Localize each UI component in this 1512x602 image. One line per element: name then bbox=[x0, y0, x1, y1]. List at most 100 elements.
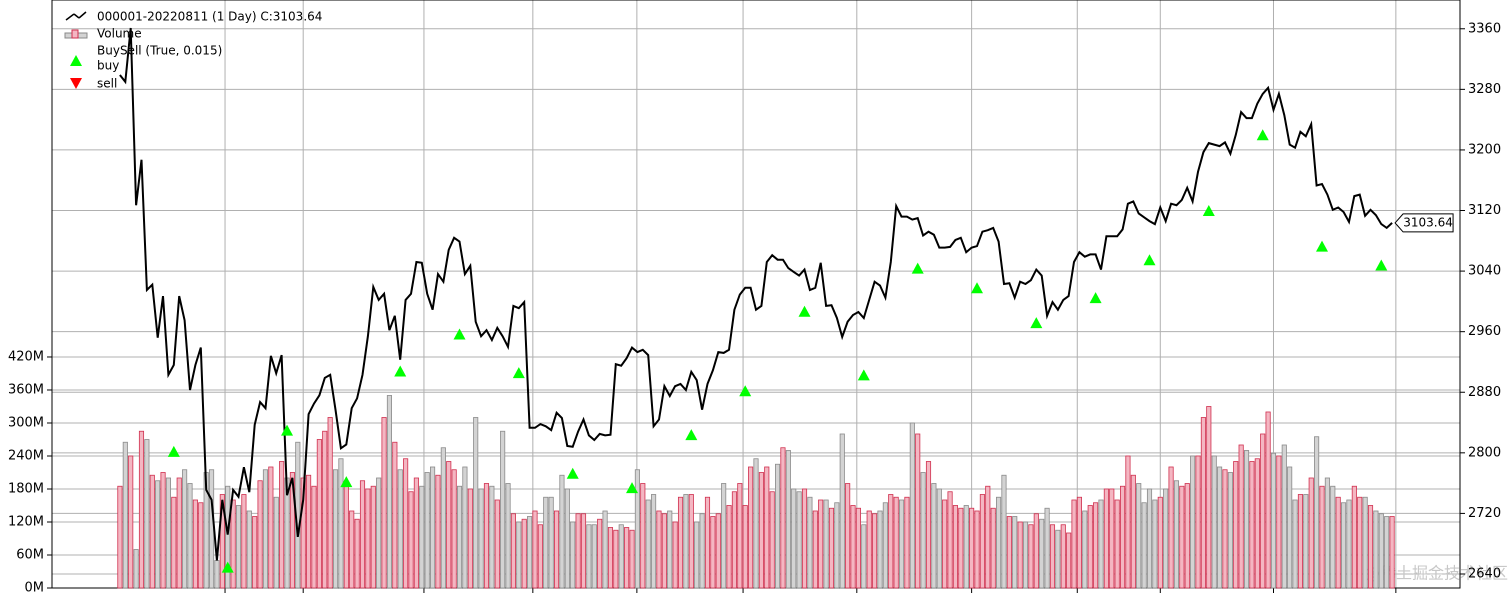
volume-bar bbox=[753, 458, 759, 589]
volume-bar bbox=[370, 485, 376, 589]
volume-bar bbox=[721, 483, 727, 589]
y-tick-label: 360M bbox=[8, 382, 44, 397]
volume-bar bbox=[165, 477, 171, 589]
volume-bar bbox=[332, 469, 339, 589]
volume-bar bbox=[1087, 505, 1093, 589]
volume-bar bbox=[661, 513, 667, 589]
volume-bar bbox=[510, 513, 516, 589]
volume-bar bbox=[413, 477, 419, 589]
buy-marker bbox=[1375, 259, 1388, 271]
volume-bar bbox=[1373, 510, 1379, 589]
volume-bar bbox=[1341, 502, 1347, 589]
volume-bar bbox=[467, 488, 473, 589]
volume-bar bbox=[575, 513, 581, 589]
volume-bar bbox=[1136, 483, 1142, 589]
volume-bar bbox=[1303, 494, 1309, 589]
volume-bar bbox=[1346, 499, 1352, 589]
legend-volume-icon bbox=[71, 29, 79, 39]
buy-marker bbox=[1256, 129, 1269, 141]
volume-bar bbox=[791, 488, 797, 589]
volume-bar bbox=[246, 510, 252, 589]
volume-bar bbox=[1060, 524, 1066, 589]
legend-line-icon bbox=[73, 13, 80, 19]
volume-bar bbox=[1200, 417, 1206, 589]
y-tick-label: 60M bbox=[16, 547, 44, 562]
volume-bar bbox=[338, 458, 344, 589]
volume-bar bbox=[872, 513, 878, 589]
volume-bar bbox=[861, 524, 867, 589]
volume-bar bbox=[122, 441, 128, 589]
volume-bar bbox=[176, 477, 182, 589]
volume-bar bbox=[500, 430, 506, 589]
volume-bar bbox=[796, 491, 802, 589]
buy-marker bbox=[281, 424, 294, 436]
volume-bar bbox=[963, 505, 969, 589]
volume-bar bbox=[839, 433, 845, 589]
volume-bar bbox=[640, 483, 646, 589]
y-tick-label: 240M bbox=[8, 448, 44, 463]
buy-marker bbox=[857, 369, 870, 381]
volume-bar bbox=[925, 461, 932, 589]
y2-tick-label: 2720 bbox=[1468, 506, 1501, 521]
volume-bar bbox=[888, 494, 894, 589]
volume-bar bbox=[1249, 461, 1255, 589]
volume-bar bbox=[688, 494, 694, 589]
buy-marker bbox=[685, 429, 698, 441]
volume-bar bbox=[775, 463, 781, 589]
volume-bar bbox=[1243, 450, 1250, 589]
volume-bar bbox=[780, 447, 786, 589]
buy-marker bbox=[911, 262, 924, 274]
volume-bar bbox=[882, 502, 888, 589]
volume-bar bbox=[494, 499, 500, 589]
volume-bar bbox=[473, 417, 479, 589]
legend-line-icon bbox=[65, 13, 75, 21]
volume-bar bbox=[144, 439, 150, 589]
volume-bar bbox=[947, 491, 953, 589]
volume-bar bbox=[1044, 507, 1050, 589]
y-tick-label: 420M bbox=[8, 349, 44, 364]
volume-bar bbox=[456, 485, 463, 589]
volume-bar bbox=[1227, 472, 1233, 589]
volume-bar bbox=[850, 505, 856, 589]
volume-bar bbox=[807, 496, 813, 589]
buy-marker bbox=[1089, 292, 1102, 304]
volume-bar bbox=[958, 507, 964, 589]
volume-bar bbox=[898, 499, 905, 589]
volume-bar bbox=[489, 485, 495, 589]
volume-bar bbox=[818, 499, 824, 589]
volume-bar bbox=[710, 516, 716, 589]
volume-bar bbox=[451, 469, 457, 589]
legend-label: sell bbox=[97, 77, 117, 91]
volume-bar bbox=[979, 494, 985, 589]
volume-bar bbox=[543, 496, 549, 589]
volume-bar bbox=[1130, 474, 1136, 589]
volume-bar bbox=[1109, 488, 1115, 589]
volume-bar bbox=[316, 439, 322, 589]
volume-bar bbox=[591, 524, 597, 589]
volume-bar bbox=[969, 507, 975, 589]
volume-bar bbox=[483, 483, 490, 589]
volume-bar bbox=[834, 502, 840, 589]
volume-bar bbox=[1378, 513, 1384, 589]
volume-bar bbox=[1125, 455, 1131, 589]
volume-bar bbox=[241, 494, 247, 589]
volume-bar bbox=[942, 499, 948, 589]
volume-bar bbox=[828, 507, 835, 589]
volume-bar bbox=[904, 496, 910, 589]
volume-bar bbox=[618, 524, 624, 589]
volume-bar bbox=[1163, 488, 1169, 589]
buy-marker bbox=[167, 445, 180, 457]
volume-bar bbox=[785, 450, 791, 589]
volume-bar bbox=[559, 474, 565, 589]
volume-bar bbox=[349, 510, 355, 589]
volume-bar bbox=[920, 472, 926, 589]
volume-bar bbox=[1033, 513, 1039, 589]
volume-bar bbox=[1190, 455, 1196, 589]
legend-label: buy bbox=[97, 59, 119, 73]
volume-bar bbox=[1276, 455, 1282, 589]
volume-bar bbox=[597, 518, 603, 589]
volume-bar bbox=[1265, 411, 1271, 589]
volume-bar bbox=[128, 455, 134, 589]
volume-bar bbox=[855, 507, 861, 589]
volume-bar bbox=[219, 494, 225, 589]
